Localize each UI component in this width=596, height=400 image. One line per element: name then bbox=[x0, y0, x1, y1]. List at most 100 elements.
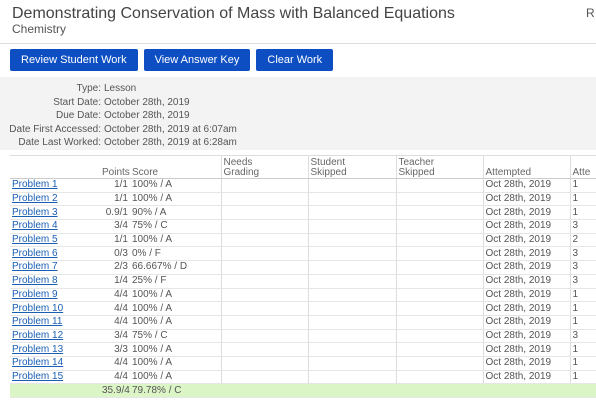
cell bbox=[220, 178, 308, 193]
cell bbox=[307, 233, 396, 248]
cell bbox=[307, 192, 396, 207]
table-row: Problem 12 3/4 75% / C Oct 28th, 2019 3 bbox=[10, 329, 596, 344]
cell bbox=[220, 219, 308, 234]
cell bbox=[220, 246, 308, 262]
button[interactable]: View Answer Key bbox=[143, 49, 251, 71]
cell bbox=[395, 329, 483, 344]
cell bbox=[220, 205, 308, 221]
score-cell: 100% / A bbox=[130, 178, 221, 193]
problem-link[interactable]: Problem 6 bbox=[12, 247, 58, 259]
score-cell: 100% / A bbox=[130, 356, 221, 371]
info-label: Date First Accessed: bbox=[9, 123, 101, 135]
cell bbox=[220, 260, 308, 275]
cell: Problem 2 bbox=[10, 192, 100, 207]
points-cell: 3/4 bbox=[100, 329, 130, 344]
cell bbox=[570, 383, 596, 398]
column-header: Points bbox=[100, 155, 130, 179]
table-row: Problem 1 1/1 100% / A Oct 28th, 2019 1 bbox=[10, 178, 596, 193]
button[interactable]: Clear Work bbox=[256, 49, 334, 71]
cell bbox=[395, 301, 483, 316]
column-header: Attempted bbox=[482, 155, 570, 179]
attempted-cell: Oct 28th, 2019 bbox=[482, 356, 570, 371]
table-row: Problem 14 4/4 100% / A Oct 28th, 2019 1 bbox=[10, 356, 596, 371]
info-value: October 28th, 2019 at 6:07am bbox=[104, 123, 237, 135]
column-header-text: Score bbox=[132, 167, 159, 178]
problem-link[interactable]: Problem 8 bbox=[12, 275, 58, 287]
score-cell: 66.667% / D bbox=[130, 260, 221, 275]
attempts-cell: 1 bbox=[569, 192, 596, 207]
cell bbox=[220, 315, 308, 330]
points-cell: 4/4 bbox=[100, 301, 130, 316]
header-row: Points Score Needs Grading Student Skipped T… bbox=[10, 155, 596, 179]
table-row: Problem 13 3/3 100% / A Oct 28th, 2019 1 bbox=[10, 342, 596, 357]
total-points: 35.9/45 bbox=[100, 383, 130, 398]
cell bbox=[220, 329, 308, 344]
column-header: Needs Grading bbox=[220, 155, 308, 179]
attempts-cell: 1 bbox=[569, 178, 596, 193]
table-row: Problem 5 1/1 100% / A Oct 28th, 2019 2 bbox=[10, 233, 596, 248]
attempted-cell: Oct 28th, 2019 bbox=[482, 205, 570, 221]
cell bbox=[483, 383, 570, 398]
info-label: Start Date: bbox=[53, 96, 101, 108]
points-cell: 1/4 bbox=[100, 274, 130, 289]
points-cell: 4/4 bbox=[100, 288, 130, 303]
info-panel: Type: Lesson Start Date: October 28th, 2019… bbox=[0, 77, 596, 150]
table-row: Problem 15 4/4 100% / A Oct 28th, 2019 1 bbox=[10, 370, 596, 385]
column-header-text: Attempted bbox=[485, 167, 532, 178]
column-header: Teacher Skipped bbox=[395, 155, 483, 179]
cell bbox=[395, 356, 483, 371]
points-cell: 0.9/1 bbox=[100, 205, 130, 221]
button-bar: Review Student Work View Answer Key Clear … bbox=[10, 49, 334, 71]
cell bbox=[307, 301, 396, 316]
cell bbox=[221, 383, 308, 398]
cell bbox=[307, 178, 396, 193]
cell bbox=[307, 246, 396, 262]
problem-link[interactable]: Problem 3 bbox=[12, 206, 58, 218]
info-row: Due Date: October 28th, 2019 bbox=[0, 109, 596, 122]
cell: Problem 11 bbox=[10, 315, 100, 330]
problem-link[interactable]: Problem 12 bbox=[12, 329, 64, 341]
problem-link[interactable]: Problem 11 bbox=[12, 316, 63, 328]
problem-link[interactable]: Problem 1 bbox=[12, 179, 58, 191]
info-row: Type: Lesson bbox=[0, 82, 596, 95]
points-cell: 4/4 bbox=[100, 356, 130, 371]
score-cell: 0% / F bbox=[130, 246, 221, 262]
table-row: Problem 4 3/4 75% / C Oct 28th, 2019 3 bbox=[10, 219, 596, 234]
score-cell: 100% / A bbox=[130, 370, 221, 385]
problem-link[interactable]: Problem 7 bbox=[12, 261, 58, 273]
attempts-cell: 1 bbox=[569, 315, 596, 330]
table-row: Problem 11 4/4 100% / A Oct 28th, 2019 1 bbox=[10, 315, 596, 330]
button[interactable]: Review Student Work bbox=[10, 49, 138, 71]
column-header-text: Teacher Skipped bbox=[398, 157, 435, 178]
problem-link[interactable]: Problem 13 bbox=[12, 343, 64, 355]
column-header-text: Needs Grading bbox=[223, 157, 260, 178]
problem-link[interactable]: Problem 9 bbox=[12, 288, 58, 300]
attempts-cell: 1 bbox=[569, 356, 596, 371]
header-cell bbox=[10, 155, 100, 179]
attempted-cell: Oct 28th, 2019 bbox=[482, 342, 570, 357]
problem-link[interactable]: Problem 10 bbox=[12, 302, 64, 314]
attempted-cell: Oct 28th, 2019 bbox=[482, 178, 570, 193]
problem-link[interactable]: Problem 15 bbox=[12, 370, 64, 382]
results-table: Points Score Needs Grading Student Skipped T… bbox=[10, 155, 596, 398]
points-cell: 1/1 bbox=[100, 192, 130, 207]
attempted-cell: Oct 28th, 2019 bbox=[482, 288, 570, 303]
info-row: Date Last Worked: October 28th, 2019 at 6… bbox=[0, 136, 596, 149]
table-row: Problem 9 4/4 100% / A Oct 28th, 2019 1 bbox=[10, 288, 596, 303]
cell bbox=[395, 288, 483, 303]
cell bbox=[307, 356, 396, 371]
problem-link[interactable]: Problem 4 bbox=[12, 220, 58, 232]
attempted-cell: Oct 28th, 2019 bbox=[482, 246, 570, 262]
attempted-cell: Oct 28th, 2019 bbox=[482, 315, 570, 330]
column-header-text: Atte bbox=[572, 167, 591, 178]
cell bbox=[220, 301, 308, 316]
problem-link[interactable]: Problem 2 bbox=[12, 193, 58, 205]
problem-link[interactable]: Problem 5 bbox=[12, 234, 58, 246]
problem-link[interactable]: Problem 14 bbox=[12, 357, 64, 369]
column-header: Atte bbox=[569, 155, 596, 179]
column-header-text: Points bbox=[102, 167, 130, 178]
divider bbox=[0, 43, 596, 44]
cell: Problem 8 bbox=[10, 274, 100, 289]
cell bbox=[220, 370, 308, 385]
